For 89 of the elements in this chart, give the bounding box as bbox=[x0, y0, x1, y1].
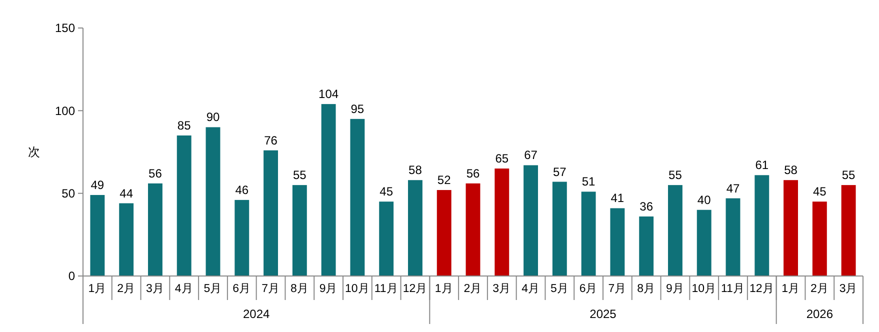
bar bbox=[436, 190, 452, 276]
y-tick-label: 100 bbox=[54, 104, 76, 118]
x-tick-label: 2月 bbox=[810, 282, 829, 295]
bar bbox=[494, 168, 510, 276]
data-label: 44 bbox=[120, 186, 134, 200]
bar bbox=[524, 165, 538, 276]
y-axis-title: 次 bbox=[28, 145, 40, 160]
data-label: 51 bbox=[582, 174, 596, 189]
bar bbox=[754, 175, 770, 276]
bar bbox=[379, 202, 394, 276]
data-label: 90 bbox=[206, 110, 220, 124]
data-label: 40 bbox=[697, 192, 712, 207]
data-label: 47 bbox=[726, 181, 740, 196]
bar bbox=[696, 210, 712, 276]
x-tick-label: 6月 bbox=[579, 282, 598, 295]
data-label: 41 bbox=[610, 191, 624, 206]
x-tick-label: 1月 bbox=[782, 282, 800, 295]
data-label: 58 bbox=[784, 163, 798, 178]
x-tick-label: 3月 bbox=[839, 282, 858, 295]
text: 2026 bbox=[806, 307, 834, 321]
bar bbox=[639, 216, 654, 276]
bar bbox=[148, 183, 162, 276]
data-label: 85 bbox=[177, 118, 192, 132]
x-tick-label: 2月 bbox=[117, 282, 136, 295]
bar bbox=[206, 127, 220, 276]
bar bbox=[408, 180, 422, 276]
x-tick-label: 8月 bbox=[290, 282, 309, 295]
bar bbox=[466, 183, 480, 276]
y-tick-label: 0 bbox=[68, 269, 76, 284]
x-tick-label: 11月 bbox=[374, 282, 398, 295]
x-tick-label: 10月 bbox=[345, 282, 370, 295]
y-tick-label: 50 bbox=[62, 186, 76, 201]
bar bbox=[234, 200, 250, 276]
data-label: 36 bbox=[640, 199, 654, 214]
x-tick-label: 5月 bbox=[204, 282, 222, 295]
bar bbox=[610, 208, 625, 276]
data-label: 55 bbox=[842, 168, 856, 182]
y-tick-label: 150 bbox=[54, 21, 76, 36]
x-tick-label: 9月 bbox=[666, 282, 684, 295]
bar bbox=[292, 185, 307, 276]
bar bbox=[841, 185, 856, 276]
data-label: 67 bbox=[524, 148, 538, 162]
bar bbox=[176, 135, 192, 276]
x-tick-label: 7月 bbox=[262, 282, 280, 295]
data-label: 55 bbox=[292, 168, 307, 182]
data-label: 56 bbox=[466, 166, 480, 180]
x-tick-label: 10月 bbox=[692, 282, 717, 295]
x-tick-label: 6月 bbox=[232, 282, 252, 295]
x-tick-label: 1月 bbox=[88, 282, 107, 295]
data-label: 76 bbox=[264, 133, 278, 148]
text: 2024 bbox=[242, 307, 270, 321]
x-tick-label: 1月 bbox=[434, 282, 454, 295]
x-tick-label: 3月 bbox=[146, 282, 164, 295]
data-label: 56 bbox=[148, 166, 162, 180]
bar bbox=[350, 118, 365, 276]
data-label: 45 bbox=[380, 184, 394, 199]
x-tick-label: 9月 bbox=[319, 282, 338, 295]
bar bbox=[726, 198, 740, 276]
data-label: 58 bbox=[408, 163, 422, 178]
data-label: 49 bbox=[90, 178, 104, 192]
data-label: 65 bbox=[495, 152, 509, 166]
x-tick-label: 3月 bbox=[492, 282, 512, 295]
x-tick-label: 12月 bbox=[402, 282, 428, 295]
data-label: 55 bbox=[668, 168, 682, 182]
bar bbox=[812, 202, 827, 276]
bar bbox=[784, 180, 798, 276]
bar bbox=[90, 194, 105, 276]
text: 2025 bbox=[590, 307, 617, 321]
bar bbox=[552, 182, 567, 276]
data-label: 61 bbox=[755, 158, 769, 172]
x-tick-label: 4月 bbox=[522, 282, 540, 295]
data-label: 57 bbox=[552, 164, 567, 179]
x-tick-label: 7月 bbox=[608, 282, 627, 295]
x-tick-label: 11月 bbox=[721, 282, 745, 295]
bar bbox=[264, 150, 278, 276]
x-tick-label: 8月 bbox=[637, 282, 656, 295]
data-label: 46 bbox=[235, 182, 249, 197]
bar bbox=[668, 185, 682, 276]
x-tick-label: 4月 bbox=[174, 282, 194, 295]
data-label: 52 bbox=[437, 173, 452, 188]
data-label: 95 bbox=[350, 102, 364, 116]
data-label: 45 bbox=[812, 184, 827, 199]
bar bbox=[119, 203, 134, 276]
x-tick-label: 5月 bbox=[550, 282, 569, 295]
x-tick-label: 2月 bbox=[464, 282, 482, 295]
data-label: 104 bbox=[318, 87, 339, 102]
bar bbox=[581, 192, 596, 276]
bar bbox=[321, 104, 336, 276]
x-tick-label: 12月 bbox=[749, 282, 774, 295]
